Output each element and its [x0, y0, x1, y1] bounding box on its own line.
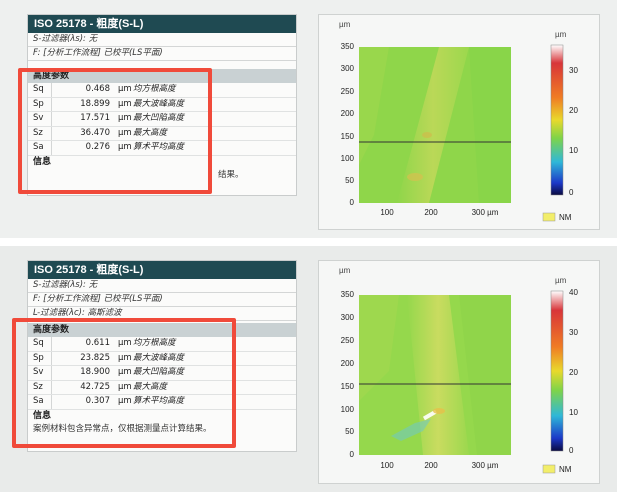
x-tick: 100: [380, 461, 394, 470]
roughness-report-panel: ISO 25178 - 粗度(S-L) S-过滤器(λs): 无 F: [分析工…: [27, 14, 297, 196]
param-row: Sq 0.468 µm 均方根高度: [28, 83, 296, 98]
y-tick: 150: [341, 382, 355, 391]
x-tick: 200: [424, 461, 438, 470]
nm-swatch: [542, 464, 556, 474]
x-tick: 300 µm: [472, 461, 499, 470]
y-tick: 100: [341, 154, 355, 163]
info-text: 结果。: [218, 169, 244, 180]
param-row: Sa 0.276 µm 算术平均高度: [28, 141, 296, 156]
info-title: 信息: [33, 410, 52, 421]
scale-tick: 0: [569, 188, 574, 197]
y-tick: 350: [341, 42, 355, 51]
param-row: Sz 42.725 µm 最大高度: [28, 380, 296, 395]
y-tick: 250: [341, 336, 355, 345]
param-row: Sa 0.307 µm 算术平均高度: [28, 395, 296, 410]
x-tick: 100: [380, 208, 394, 217]
param-row: Sv 18.900 µm 最大凹陷高度: [28, 366, 296, 381]
filter-line: F: [分析工作流程] 已校平(LS平面): [28, 47, 296, 61]
color-scale-bar: [550, 44, 564, 196]
filter-line: S-过滤器(λs): 无: [28, 279, 296, 293]
info-text: 案例材料包含异常点，仅根据测量点计算结果。: [33, 423, 212, 434]
info-title: 信息: [33, 156, 52, 167]
screenshot-bottom: ISO 25178 - 粗度(S-L) S-过滤器(λs): 无 F: [分析工…: [0, 246, 617, 492]
scale-tick: 30: [569, 66, 578, 75]
y-tick: 50: [345, 427, 354, 436]
report-title: ISO 25178 - 粗度(S-L): [28, 261, 296, 279]
param-row: Sq 0.611 µm 均方根高度: [28, 337, 296, 352]
scale-tick: 20: [569, 106, 578, 115]
scale-tick: 10: [569, 146, 578, 155]
y-tick: 150: [341, 132, 355, 141]
y-tick: 0: [350, 198, 355, 207]
scale-tick: 30: [569, 328, 578, 337]
height-map-panel: µm 350 300 250 200 150 100 50 0 100 200: [318, 260, 600, 484]
filter-line: S-过滤器(λs): 无: [28, 33, 296, 47]
height-map-panel: µm 350 300 250 200 150 100 50 0 100 200 …: [318, 14, 600, 230]
y-tick: 350: [341, 290, 355, 299]
y-tick: 100: [341, 405, 355, 414]
filter-line: F: [分析工作流程] 已校平(LS平面): [28, 293, 296, 307]
y-tick: 200: [341, 359, 355, 368]
screenshot-top: ISO 25178 - 粗度(S-L) S-过滤器(λs): 无 F: [分析工…: [0, 0, 617, 238]
height-map: µm 350 300 250 200 150 100 50 0 100 200: [339, 266, 578, 474]
y-tick: 200: [341, 109, 355, 118]
highlight-box: [18, 68, 212, 194]
nm-label: NM: [559, 465, 572, 474]
param-row: Sp 23.825 µm 最大波峰高度: [28, 351, 296, 366]
nm-label: NM: [559, 213, 572, 222]
scale-tick: 40: [569, 288, 578, 297]
color-scale-bar: [550, 290, 564, 452]
y-tick: 300: [341, 313, 355, 322]
scale-tick: 20: [569, 368, 578, 377]
scale-tick: 0: [569, 446, 574, 455]
height-params-header: 高度参数: [28, 323, 296, 337]
height-map: µm 350 300 250 200 150 100 50 0 100 200 …: [339, 20, 578, 222]
param-row: Sv 17.571 µm 最大凹陷高度: [28, 112, 296, 127]
nm-swatch: [542, 212, 556, 222]
scale-tick: 10: [569, 408, 578, 417]
y-tick: 50: [345, 176, 354, 185]
y-unit: µm: [339, 20, 351, 29]
scale-unit: µm: [555, 276, 567, 285]
scale-unit: µm: [555, 30, 567, 39]
x-tick: 200: [424, 208, 438, 217]
y-tick: 0: [350, 450, 355, 459]
height-params-header: 高度参数: [28, 69, 296, 83]
report-title: ISO 25178 - 粗度(S-L): [28, 15, 296, 33]
param-row: Sp 18.899 µm 最大波峰高度: [28, 97, 296, 112]
y-tick: 300: [341, 64, 355, 73]
param-row: Sz 36.470 µm 最大高度: [28, 126, 296, 141]
y-unit: µm: [339, 266, 351, 275]
y-tick: 250: [341, 87, 355, 96]
highlight-box: [12, 318, 236, 448]
x-tick: 300 µm: [472, 208, 499, 217]
